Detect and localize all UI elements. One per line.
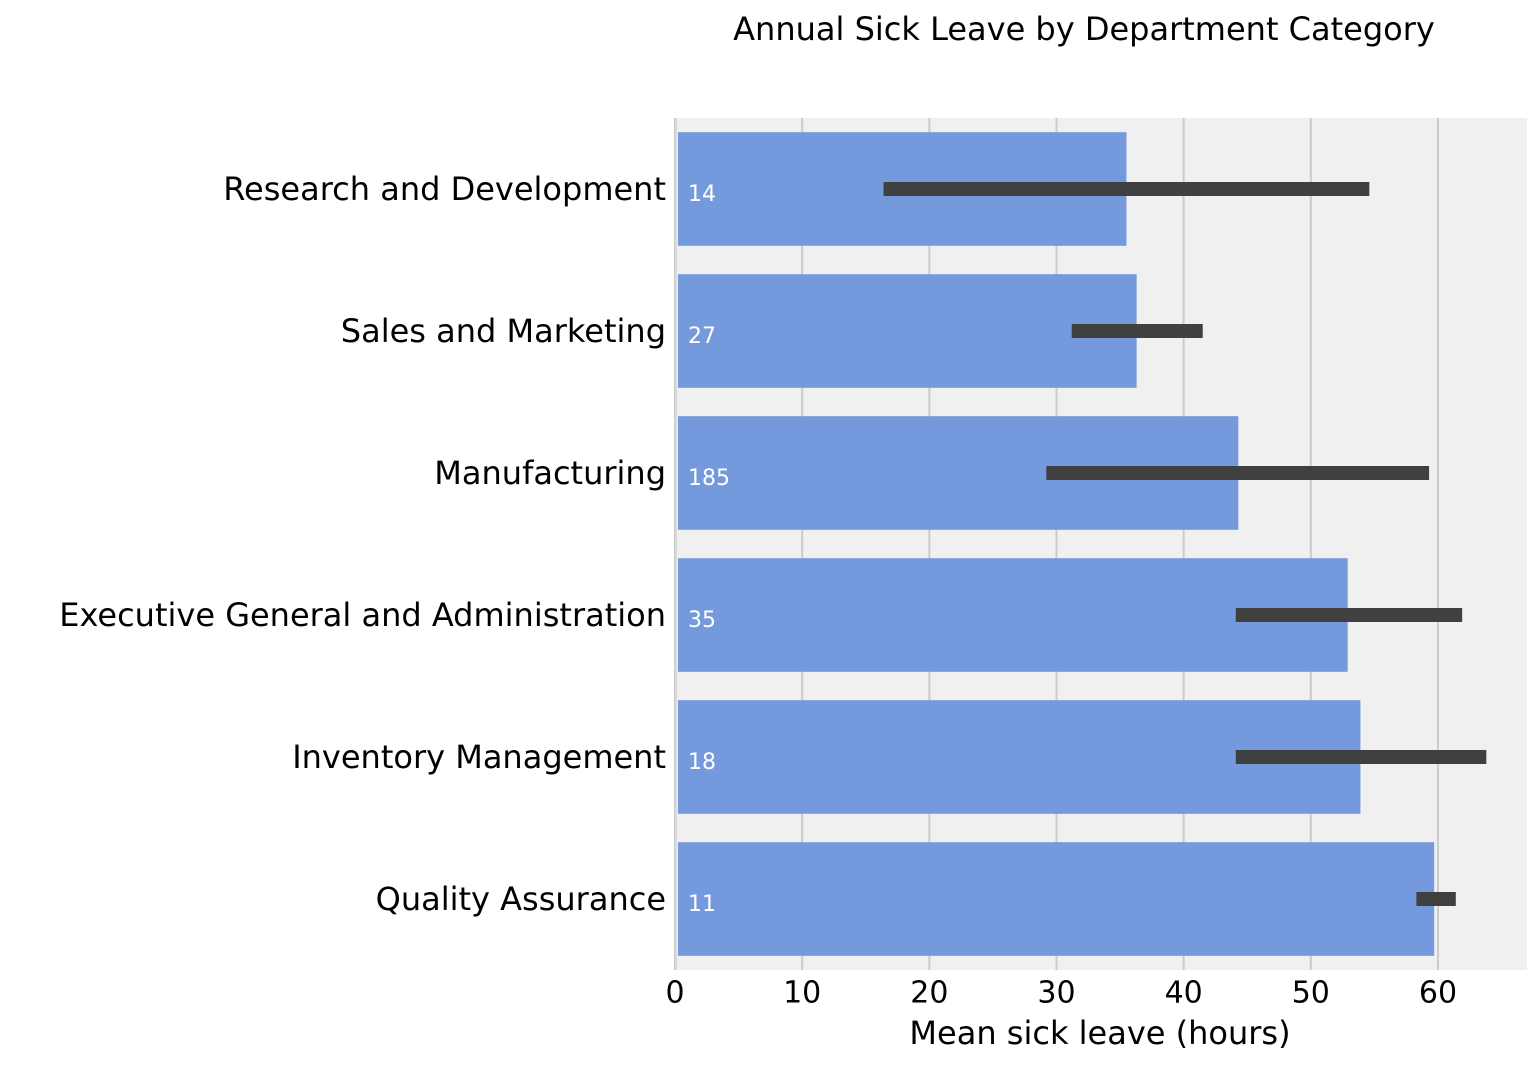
x-tick-label: 10 [783, 976, 821, 1011]
error-bar [1071, 324, 1203, 338]
error-bar [1235, 608, 1463, 622]
y-tick-label: Sales and Marketing [341, 312, 666, 350]
error-bar [1046, 466, 1430, 480]
y-tick-label: Executive General and Administration [59, 596, 666, 634]
count-label: 11 [688, 892, 716, 917]
y-tick-label: Quality Assurance [376, 880, 666, 918]
count-label: 14 [688, 182, 716, 207]
error-bar [1416, 892, 1456, 906]
x-tick-label: 0 [665, 976, 684, 1011]
x-tick-label: 50 [1292, 976, 1330, 1011]
x-tick-label: 60 [1419, 976, 1457, 1011]
y-tick-label: Manufacturing [434, 454, 666, 492]
x-tick-label: 40 [1165, 976, 1203, 1011]
bar [678, 274, 1137, 388]
count-label: 18 [688, 750, 716, 775]
x-axis-label: Mean sick leave (hours) [909, 1014, 1290, 1052]
chart-title: Annual Sick Leave by Department Category [733, 10, 1435, 48]
x-tick-label: 20 [910, 976, 948, 1011]
plot-area [675, 118, 1527, 970]
bar [678, 842, 1435, 956]
count-label: 35 [688, 608, 716, 633]
x-tick-label: 30 [1037, 976, 1075, 1011]
y-tick-label: Research and Development [223, 170, 666, 208]
count-label: 185 [688, 466, 730, 491]
count-label: 27 [688, 324, 716, 349]
error-bar [1235, 750, 1487, 764]
error-bar [883, 182, 1370, 196]
y-tick-label: Inventory Management [292, 738, 666, 776]
